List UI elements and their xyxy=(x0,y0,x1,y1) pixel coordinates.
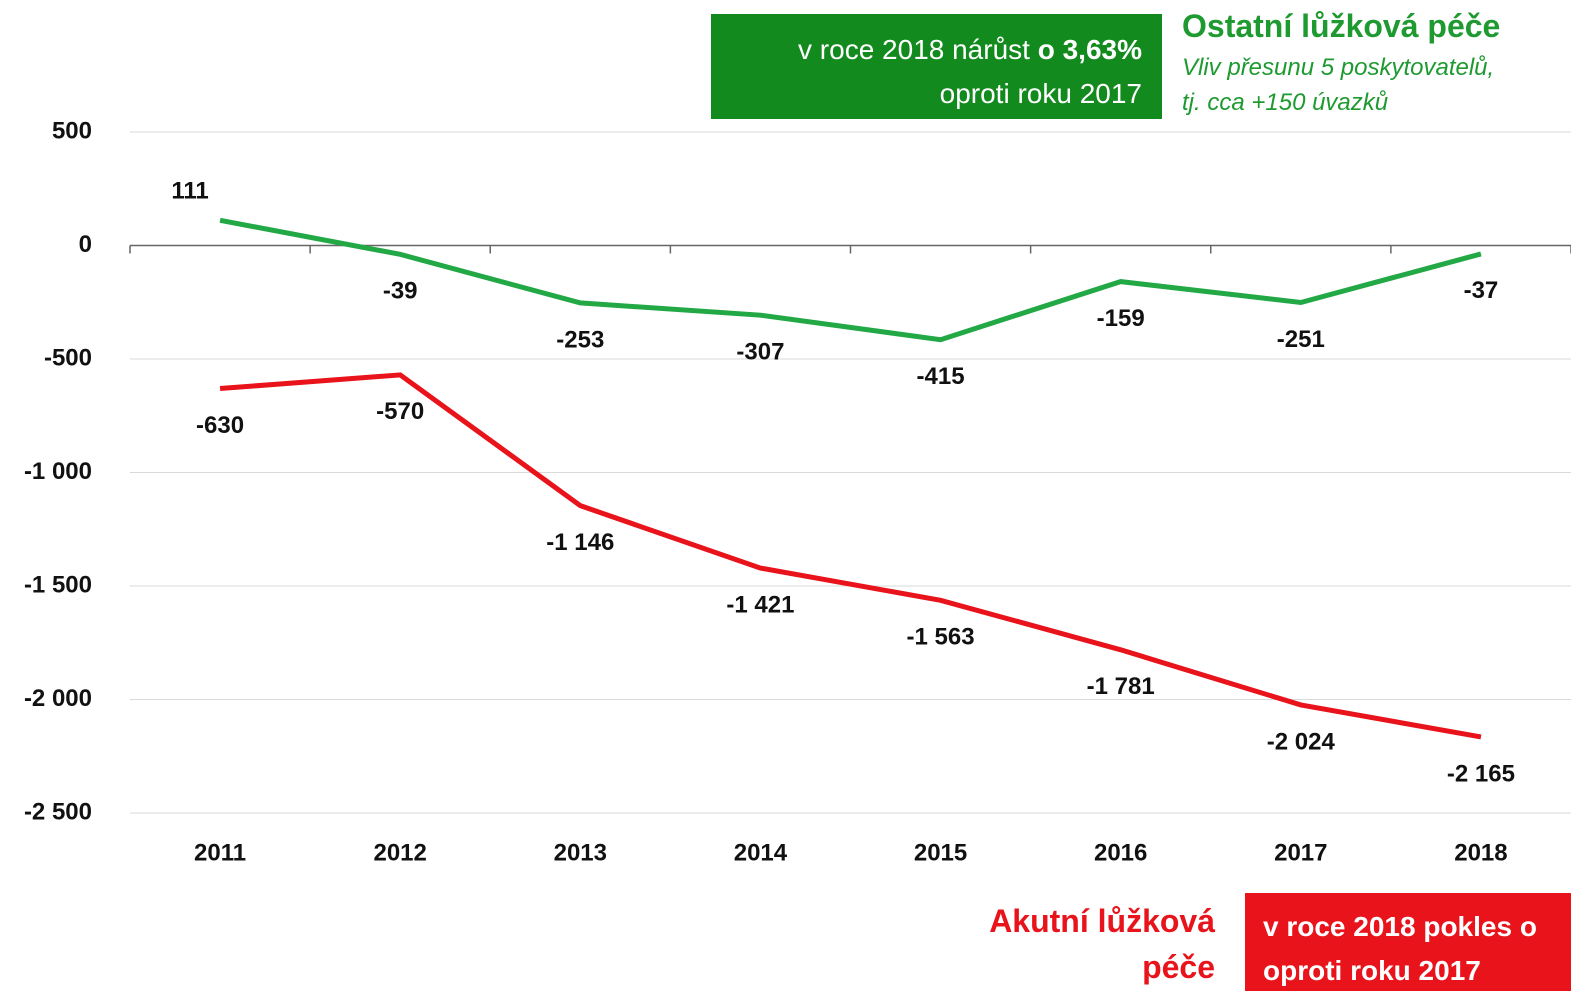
y-tick-label: 0 xyxy=(79,231,92,258)
data-label: -37 xyxy=(1464,277,1499,304)
series-line xyxy=(219,217,1482,343)
data-label: -570 xyxy=(376,398,424,425)
data-label: -1 781 xyxy=(1087,673,1155,700)
data-label: -1 421 xyxy=(726,591,794,618)
green-box-line: v roce 2018 nárůst o 3,63% xyxy=(711,28,1142,72)
red-box-text: oproti roku 2017 xyxy=(1263,955,1481,986)
y-tick-label: -500 xyxy=(44,344,92,371)
data-label: -630 xyxy=(196,412,244,439)
data-label: -2 165 xyxy=(1447,760,1515,787)
green-legend: Ostatní lůžková péče xyxy=(1182,8,1501,44)
data-label: -253 xyxy=(556,326,604,353)
series-line xyxy=(219,372,1482,740)
x-tick-label: 2014 xyxy=(734,839,788,866)
data-label: -2 024 xyxy=(1267,728,1336,755)
y-tick-label: -1 500 xyxy=(24,571,92,598)
green-box-text: v roce 2018 nárůst xyxy=(798,34,1038,65)
data-label: -251 xyxy=(1277,326,1325,353)
red-box: v roce 2018 pokles o oproti roku 2017 xyxy=(1245,893,1571,991)
green-box-text: oproti roku 2017 xyxy=(939,78,1142,109)
x-tick-label: 2018 xyxy=(1454,839,1507,866)
data-label: -39 xyxy=(383,278,418,305)
x-tick-label: 2011 xyxy=(194,839,246,866)
green-note: tj. cca +150 úvazků xyxy=(1182,89,1389,116)
green-box: v roce 2018 nárůst o 3,63% oproti roku 2… xyxy=(711,14,1162,119)
x-tick-label: 2012 xyxy=(373,839,426,866)
x-tick-label: 2015 xyxy=(914,839,967,866)
x-tick-label: 2013 xyxy=(554,839,607,866)
y-tick-label: -2 000 xyxy=(24,685,92,712)
x-tick-label: 2016 xyxy=(1094,839,1147,866)
y-tick-label: -1 000 xyxy=(24,458,92,485)
data-label: 111 xyxy=(171,178,208,205)
y-tick-label: -2 500 xyxy=(24,798,92,825)
data-label: -159 xyxy=(1097,305,1145,332)
y-tick-label: 500 xyxy=(52,117,92,144)
red-box-text: v roce 2018 pokles o xyxy=(1263,911,1537,942)
green-box-bold: o 3,63% xyxy=(1037,34,1142,65)
data-label: -415 xyxy=(917,363,965,390)
green-note: Vliv přesunu 5 poskytovatelů, xyxy=(1182,54,1495,81)
data-label: -1 563 xyxy=(907,624,975,651)
red-legend: Akutní lůžková péče xyxy=(989,903,1215,985)
x-tick-label: 2017 xyxy=(1274,839,1327,866)
data-label: -307 xyxy=(736,339,784,366)
data-label: -1 146 xyxy=(546,529,614,556)
